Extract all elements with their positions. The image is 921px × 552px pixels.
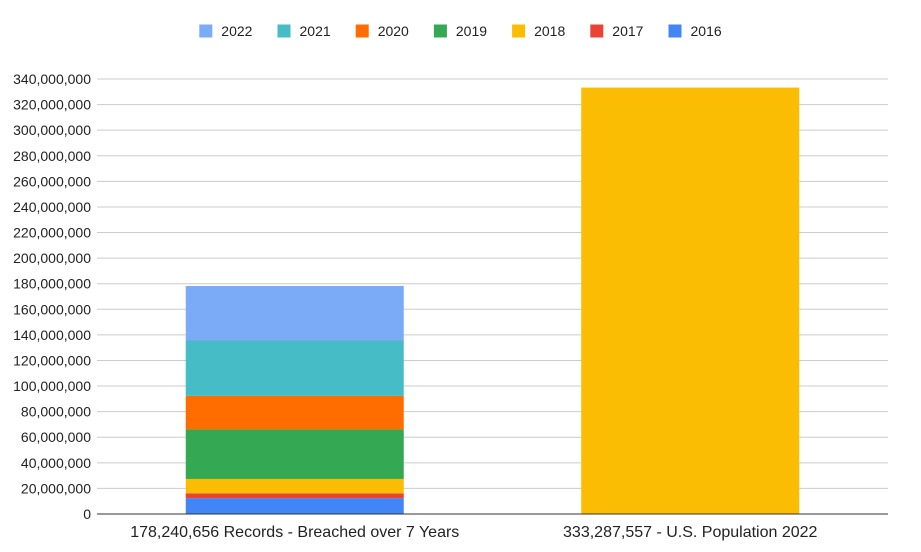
legend-item-2018[interactable]: 2018 [512,23,565,39]
legend-item-2020[interactable]: 2020 [355,23,409,39]
legend-item-2021[interactable]: 2021 [277,23,331,39]
legend-item-2022[interactable]: 2022 [199,23,253,39]
legend-swatch [433,24,447,38]
y-tick-label: 340,000,000 [13,71,91,87]
y-tick-label: 20,000,000 [21,480,91,496]
bar-segment-2018 [185,478,404,494]
legend-swatch [277,24,291,38]
bar-segment-2020 [185,395,404,430]
y-tick-label: 300,000,000 [13,122,91,138]
bar-segment-2019 [185,429,404,479]
legend-item-2017[interactable]: 2017 [590,23,644,39]
y-tick-label: 80,000,000 [21,404,91,420]
legend-swatch [512,24,526,38]
legend-label: 2016 [691,23,722,39]
legend-label: 2017 [612,23,643,39]
bar-segment-2016 [185,498,404,514]
y-tick-label: 220,000,000 [13,225,91,241]
y-tick-label: 240,000,000 [13,199,91,215]
y-tick-label: 140,000,000 [13,327,91,343]
bar-segment-2022 [185,285,404,341]
legend-swatch [668,24,682,38]
y-tick-label: 40,000,000 [21,455,91,471]
y-tick-label: 260,000,000 [13,173,91,189]
legend-label: 2018 [534,23,565,39]
legend-item-2019[interactable]: 2019 [433,23,487,39]
x-axis: 178,240,656 Records - Breached over 7 Ye… [130,524,817,541]
y-tick-label: 200,000,000 [13,250,91,266]
bar-segment-2017 [185,493,404,499]
y-tick-label: 0 [83,506,91,522]
bar-segment-2018 [581,87,800,514]
y-tick-label: 100,000,000 [13,378,91,394]
legend-swatch [199,24,213,38]
x-category-label: 178,240,656 Records - Breached over 7 Ye… [130,524,459,541]
y-tick-label: 160,000,000 [13,301,91,317]
x-category-label: 333,287,557 - U.S. Population 2022 [563,524,818,541]
y-tick-label: 120,000,000 [13,352,91,368]
legend-item-2016[interactable]: 2016 [668,23,722,39]
y-tick-label: 280,000,000 [13,148,91,164]
bars [185,87,800,514]
legend-swatch [355,24,369,38]
y-tick-label: 180,000,000 [13,276,91,292]
y-tick-label: 60,000,000 [21,429,91,445]
legend-label: 2021 [300,23,331,39]
y-tick-label: 320,000,000 [13,97,91,113]
legend-swatch [590,24,604,38]
legend-label: 2020 [378,23,409,39]
bar-segment-2021 [185,340,404,396]
legend-label: 2022 [221,23,252,39]
legend-label: 2019 [456,23,487,39]
y-axis: 0 20,000,000 40,000,000 60,000,000 80,000,00… [13,71,91,522]
chart-legend: 2022 2021 2020 2019 2018 2017 2016 [199,23,722,39]
